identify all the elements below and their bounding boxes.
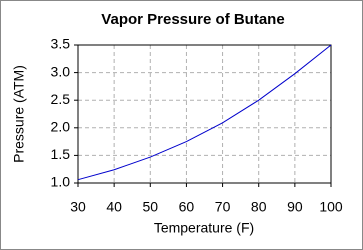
x-tick-label: 30 [70,199,86,215]
data-line [77,44,332,181]
x-tick-label: 50 [142,199,158,215]
y-tick-label: 1.0 [51,174,71,190]
y-tick-label: 3.0 [51,63,71,79]
y-tick-label: 2.0 [51,119,71,135]
x-tick-label: 90 [287,199,303,215]
plot-area [77,44,332,184]
x-tick-label: 100 [319,199,343,215]
x-tick-label: 70 [215,199,231,215]
x-tick-label: 60 [179,199,195,215]
y-tick-label: 3.5 [51,36,71,52]
x-tick-label: 80 [251,199,267,215]
y-tick-label: 2.5 [51,91,71,107]
chart-title: Vapor Pressure of Butane [101,11,284,28]
y-tick-label: 1.5 [51,146,71,162]
y-axis-label: Pressure (ATM) [11,65,27,163]
x-axis-label: Temperature (F) [154,220,254,236]
x-tick-label: 40 [106,199,122,215]
